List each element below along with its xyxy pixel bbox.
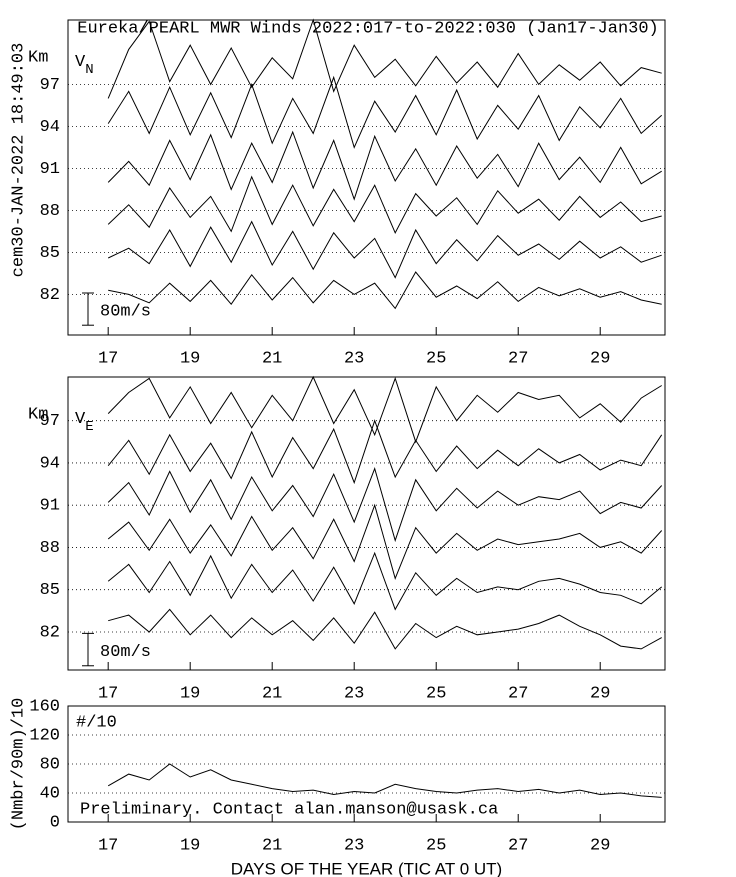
trace	[107, 467, 663, 543]
y-tick-label: 0	[50, 813, 60, 832]
x-tick-label: 19	[180, 836, 200, 855]
trace	[107, 175, 662, 234]
x-tick-label: 19	[180, 684, 200, 703]
trace	[108, 608, 662, 650]
y-tick-label: 91	[40, 160, 60, 179]
trace	[107, 18, 662, 99]
x-tick-label: 27	[508, 836, 528, 855]
y-tick-label: 80	[40, 755, 60, 774]
y-tick-label: 85	[40, 244, 60, 263]
plot-frame	[67, 19, 666, 336]
scale-label: 80m/s	[100, 643, 151, 662]
x-tick-label: 21	[262, 349, 282, 368]
plot-frame	[67, 376, 666, 671]
y-tick-label: 85	[40, 581, 60, 600]
y-tick-label: 94	[40, 454, 60, 473]
panel-label-main: V	[75, 53, 86, 72]
unit-label: Km	[28, 405, 48, 424]
trace	[107, 763, 662, 798]
trace	[107, 75, 663, 149]
y-tick-label: 91	[40, 497, 60, 516]
x-tick-label: 25	[426, 836, 446, 855]
x-tick-label: 27	[508, 349, 528, 368]
x-tick-label: 17	[98, 349, 118, 368]
panel-label-main: V	[75, 410, 86, 429]
x-tick-label: 19	[180, 349, 200, 368]
trace	[107, 375, 662, 444]
x-tick-label: 27	[508, 684, 528, 703]
x-axis-label: DAYS OF THE YEAR (TIC AT 0 UT)	[231, 859, 502, 877]
x-tick-label: 29	[590, 684, 610, 703]
y-tick-label: 88	[40, 539, 60, 558]
x-tick-label: 25	[426, 349, 446, 368]
y-tick-label: 82	[40, 623, 60, 642]
y-tick-label: 160	[29, 697, 60, 716]
unit-label: Km	[28, 48, 48, 67]
trace	[107, 503, 663, 580]
x-tick-label: 17	[98, 836, 118, 855]
panel-label: VE	[75, 410, 94, 434]
trace	[107, 130, 662, 201]
x-tick-label: 29	[590, 349, 610, 368]
trace	[108, 271, 662, 310]
y-tick-label: 88	[40, 202, 60, 221]
trace	[107, 220, 662, 279]
trace	[107, 551, 663, 611]
y-axis-label: (Nmbr/90m)/10	[9, 698, 28, 831]
note: Preliminary. Contact alan.manson@usask.c…	[80, 800, 498, 819]
x-tick-label: 21	[262, 684, 282, 703]
panel-label: VN	[75, 53, 94, 77]
panel-label-sub: N	[85, 62, 93, 78]
x-tick-label: 29	[590, 836, 610, 855]
y-tick-label: 82	[40, 286, 60, 305]
y-tick-label: 97	[40, 76, 60, 95]
x-tick-label: 17	[98, 684, 118, 703]
trace	[107, 419, 663, 485]
scale-label: 80m/s	[100, 303, 151, 322]
x-tick-label: 25	[426, 684, 446, 703]
y-tick-label: 120	[29, 726, 60, 745]
x-tick-label: 23	[344, 684, 364, 703]
x-tick-label: 23	[344, 349, 364, 368]
y-tick-label: 97	[40, 412, 60, 431]
panel-annotation: #/10	[76, 713, 117, 732]
timestamp: cem30-JAN-2022 18:49:03	[9, 43, 28, 278]
panel-label-sub: E	[85, 419, 93, 435]
x-tick-label: 23	[344, 836, 364, 855]
page-title: Eureka/PEARL MWR Winds 2022:017-to-2022:…	[77, 19, 659, 38]
y-tick-label: 94	[40, 118, 60, 137]
y-tick-label: 40	[40, 784, 60, 803]
x-tick-label: 21	[262, 836, 282, 855]
